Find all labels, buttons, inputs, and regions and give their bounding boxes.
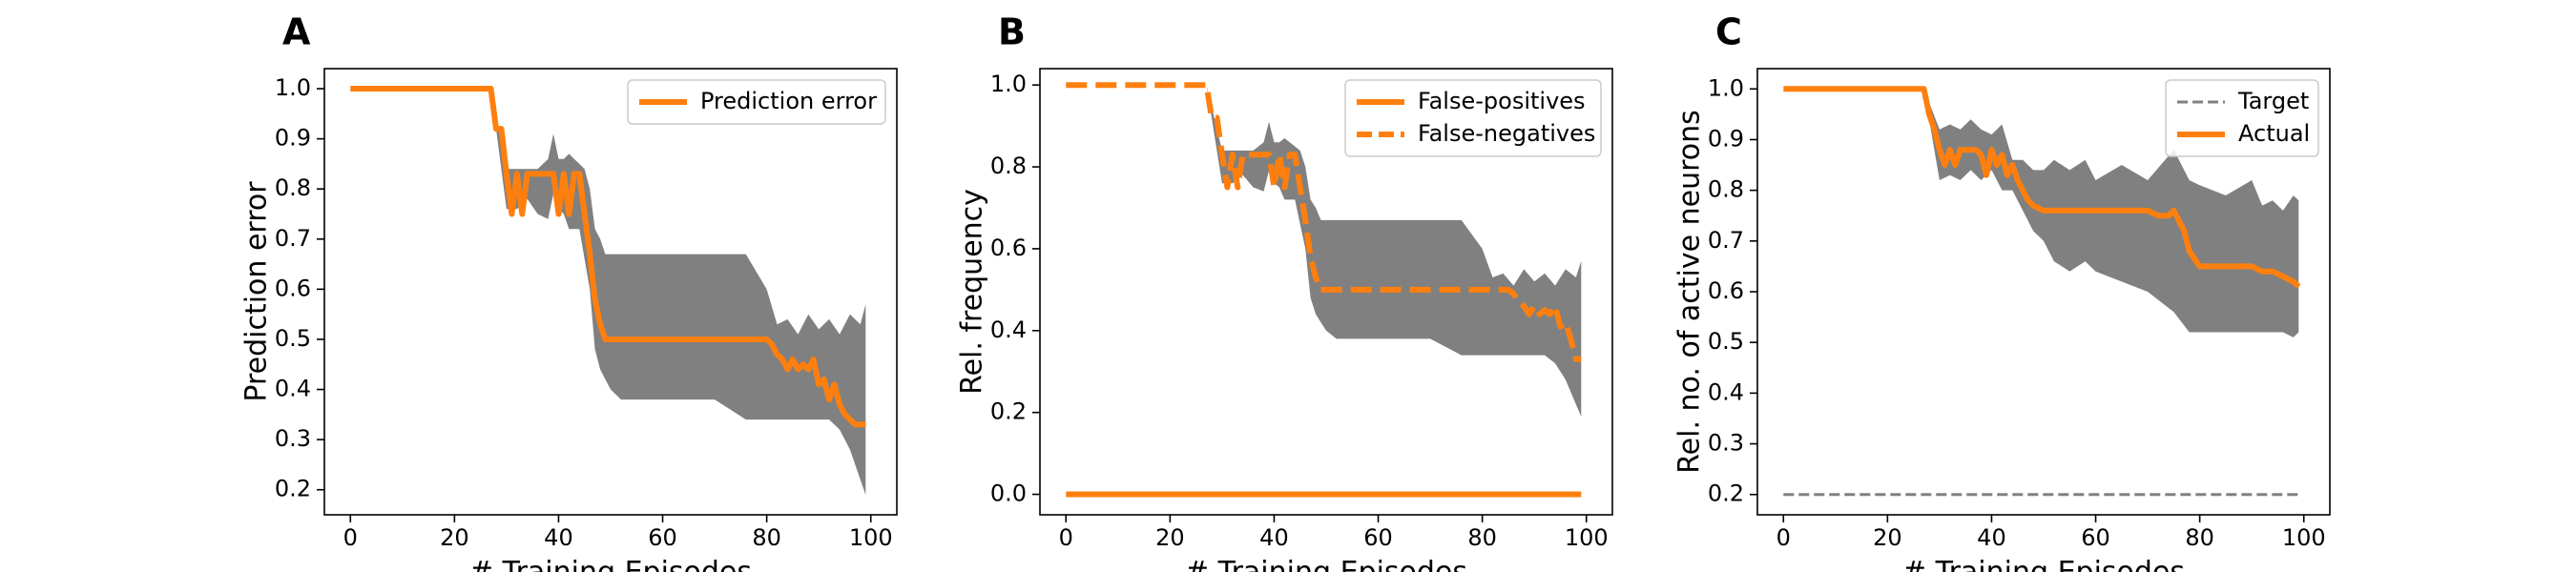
x-tick-label: 20 bbox=[1155, 524, 1185, 551]
x-tick-label: 0 bbox=[1059, 524, 1073, 551]
series-line-false-negatives bbox=[1066, 82, 1582, 362]
x-tick-label: 100 bbox=[849, 524, 893, 551]
y-tick-label: 0.2 bbox=[1708, 480, 1744, 507]
panel-letter-c: C bbox=[1715, 11, 1742, 53]
x-tick-label: 80 bbox=[1467, 524, 1497, 551]
y-axis-label: Rel. no. of active neurons bbox=[1673, 110, 1707, 474]
legend: Prediction error bbox=[627, 79, 886, 125]
panel-letter-a: A bbox=[282, 11, 311, 53]
legend-box bbox=[627, 79, 886, 125]
x-tick-label: 100 bbox=[1565, 524, 1609, 551]
y-tick-label: 0.6 bbox=[275, 275, 311, 301]
series-line-actual bbox=[1783, 86, 2301, 289]
y-tick-label: 0.7 bbox=[275, 225, 311, 252]
x-tick-label: 80 bbox=[752, 524, 781, 551]
y-tick-label: 0.3 bbox=[275, 425, 311, 452]
chart-panel-c: C 0 20 40 60 80 100 0.2 0.3 0.4 0.5 0.6 0.7 0.8 0.9 1.0… bbox=[1673, 11, 2331, 572]
x-tick-label: 40 bbox=[1259, 524, 1289, 551]
legend-label: Prediction error bbox=[700, 88, 877, 114]
axes-frame bbox=[323, 68, 898, 516]
legend-label: Target bbox=[2237, 88, 2309, 114]
y-tick-label: 0.4 bbox=[1708, 378, 1744, 405]
y-tick-label: 0.6 bbox=[990, 235, 1027, 261]
y-tick-label: 0.4 bbox=[990, 317, 1027, 343]
x-axis-label: # Training Episodes bbox=[469, 556, 752, 572]
x-tick-label: 40 bbox=[544, 524, 573, 551]
y-tick-label: 1.0 bbox=[275, 74, 311, 101]
uncertainty-band bbox=[1783, 89, 2299, 337]
y-tick-label: 0.8 bbox=[1708, 176, 1744, 203]
x-tick-label: 20 bbox=[440, 524, 469, 551]
legend: False-positives False-negatives bbox=[1344, 79, 1602, 157]
y-tick-label: 0.5 bbox=[275, 325, 311, 352]
y-tick-label: 0.6 bbox=[1708, 277, 1744, 304]
chart-panel-a: A 0 20 40 60 80 100 0.2 0.3 0.4 0.5 0.6 0.7 0.8 0.9 1.0… bbox=[240, 11, 898, 572]
x-tick-label: 60 bbox=[2081, 524, 2110, 551]
panel-letter-b: B bbox=[998, 11, 1026, 53]
x-tick-label: 60 bbox=[648, 524, 677, 551]
y-tick-label: 0.4 bbox=[275, 376, 311, 402]
legend-label: False-positives bbox=[1418, 88, 1586, 114]
y-tick-label: 0.9 bbox=[275, 125, 311, 152]
y-tick-label: 0.8 bbox=[275, 174, 311, 201]
y-axis-label: Prediction error bbox=[240, 181, 274, 402]
y-tick-label: 0.2 bbox=[990, 398, 1027, 425]
legend-box bbox=[1344, 79, 1602, 157]
x-tick-label: 80 bbox=[2185, 524, 2214, 551]
legend-label: Actual bbox=[2238, 120, 2310, 147]
axes-frame bbox=[1039, 68, 1613, 516]
y-tick-label: 0.8 bbox=[990, 153, 1027, 179]
y-tick-label: 0.7 bbox=[1708, 227, 1744, 254]
y-tick-label: 1.0 bbox=[990, 71, 1027, 97]
x-tick-label: 0 bbox=[343, 524, 358, 551]
chart-panel-b: B 0 20 40 60 80 100 0.0 0.2 0.4 0.6 0.8 1.0 # Trainin… bbox=[956, 11, 1613, 572]
uncertainty-band bbox=[350, 89, 866, 495]
legend: Target Actual bbox=[2165, 79, 2319, 157]
uncertainty-band bbox=[1066, 85, 1582, 417]
legend-label: False-negatives bbox=[1418, 120, 1595, 147]
x-tick-label: 40 bbox=[1977, 524, 2006, 551]
series-line-prediction-error bbox=[350, 86, 866, 428]
y-tick-label: 0.3 bbox=[1708, 430, 1744, 457]
y-tick-label: 0.9 bbox=[1708, 125, 1744, 152]
y-tick-label: 0.0 bbox=[990, 480, 1027, 507]
y-axis-label: Rel. frequency bbox=[956, 189, 989, 395]
x-tick-label: 60 bbox=[1363, 524, 1393, 551]
x-tick-label: 100 bbox=[2282, 524, 2326, 551]
y-tick-label: 0.5 bbox=[1708, 328, 1744, 355]
x-tick-label: 0 bbox=[1776, 524, 1791, 551]
x-tick-label: 20 bbox=[1873, 524, 1902, 551]
x-axis-label: # Training Episodes bbox=[1185, 556, 1467, 572]
y-tick-label: 1.0 bbox=[1708, 74, 1744, 101]
y-tick-label: 0.2 bbox=[275, 476, 311, 502]
x-axis-label: # Training Episodes bbox=[1902, 556, 2185, 572]
